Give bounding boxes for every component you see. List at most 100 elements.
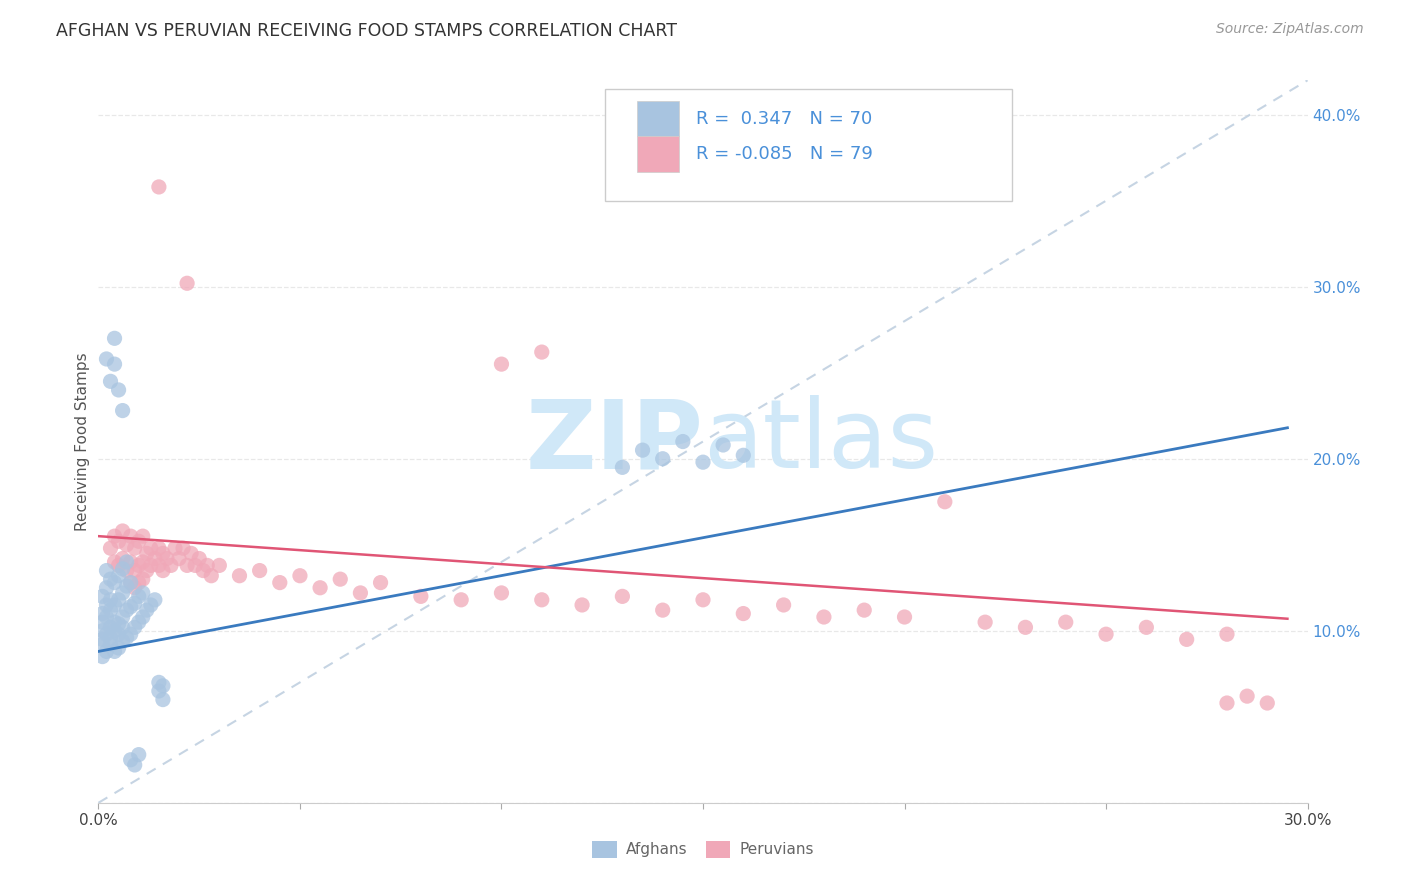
Point [692,592,714,607]
Point [132,529,155,543]
Point [200,568,222,582]
Point [103,624,125,638]
Point [120,627,142,641]
Point [1135,620,1157,634]
Point [96,581,118,595]
Point [651,451,673,466]
Point [288,568,311,582]
Point [249,564,271,578]
Point [111,620,134,634]
Point [115,631,138,645]
Point [91,632,114,647]
Point [167,551,190,566]
Point [132,586,155,600]
Point [115,579,138,593]
Point [853,603,876,617]
Point [733,607,755,621]
Point [135,603,157,617]
Point [491,357,513,371]
Point [120,575,142,590]
Point [115,564,138,578]
Point [228,568,250,582]
Point [974,615,997,630]
Y-axis label: Receiving Food Stamps: Receiving Food Stamps [75,352,90,531]
Point [172,541,194,556]
Point [208,558,231,573]
Point [148,675,170,690]
Point [128,590,150,604]
Text: R = -0.085   N = 79: R = -0.085 N = 79 [696,145,873,163]
Point [349,586,371,600]
Point [143,551,166,566]
Point [329,572,352,586]
Point [176,277,198,291]
Point [1216,696,1239,710]
Point [180,546,202,560]
Point [107,640,129,655]
Point [91,590,114,604]
Point [156,551,179,566]
Point [120,599,142,614]
Point [176,558,198,573]
Point [115,603,138,617]
Point [1175,632,1198,647]
Point [672,434,695,449]
Point [124,564,146,578]
Point [111,586,134,600]
Point [612,460,634,475]
Point [132,572,155,586]
Point [103,644,125,658]
Point [450,592,472,607]
Point [571,598,593,612]
Point [111,524,134,538]
Point [96,610,118,624]
Text: ZIP: ZIP [524,395,703,488]
Point [111,551,134,566]
Point [128,534,150,549]
Point [152,546,174,560]
Point [651,603,673,617]
Point [103,529,125,543]
Point [100,592,122,607]
Point [100,541,122,556]
Point [1095,627,1118,641]
Point [107,592,129,607]
Point [1236,689,1258,703]
Point [100,375,122,389]
Point [711,438,734,452]
Point [103,357,125,371]
Point [135,564,157,578]
Point [96,627,118,641]
Point [124,541,146,556]
Point [148,541,170,556]
Point [115,538,138,552]
Point [1256,696,1278,710]
Point [188,551,211,566]
Point [128,575,150,590]
Point [128,747,150,762]
Point [491,586,513,600]
Point [269,575,291,590]
Point [100,603,122,617]
Point [96,644,118,658]
Point [152,692,174,706]
Point [111,403,134,417]
Point [893,610,915,624]
Point [111,562,134,576]
Point [124,758,146,772]
Point [530,345,553,359]
Point [96,564,118,578]
Point [128,558,150,573]
Point [143,592,166,607]
Point [132,610,155,624]
Point [100,620,122,634]
Point [1216,627,1239,641]
Point [530,592,553,607]
Point [124,596,146,610]
Point [111,610,134,624]
Point [132,555,155,569]
Point [100,631,122,645]
Point [163,541,186,556]
Point [120,555,142,569]
Point [124,620,146,634]
